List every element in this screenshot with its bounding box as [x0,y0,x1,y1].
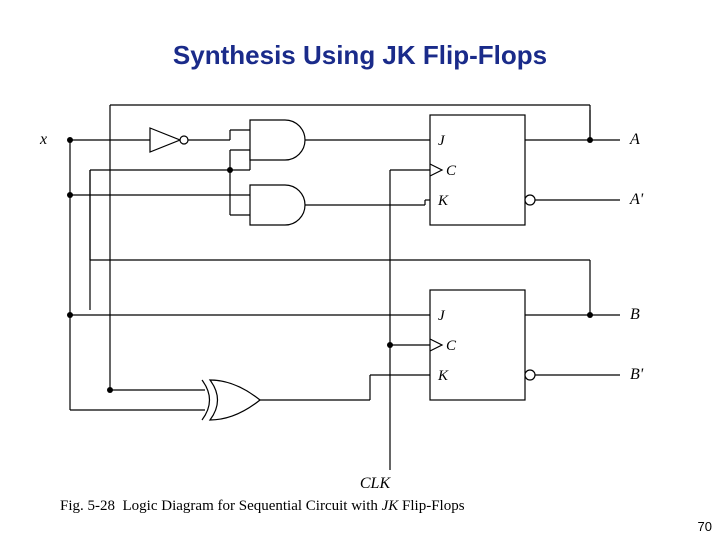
not-gate-icon [150,128,180,152]
pin-k: K [437,193,449,209]
page-title: Synthesis Using JK Flip-Flops [0,40,720,71]
label-clk: CLK [360,475,392,492]
junction-dot [67,192,73,198]
pin-k: K [437,368,449,384]
inverter-bubble-icon [180,136,188,144]
pin-c: C [446,163,457,179]
junction-dot [67,312,73,318]
figure-caption: Fig. 5-28 Logic Diagram for Sequential C… [60,498,465,515]
qbar-bubble-icon [525,370,535,380]
label-bprime: B' [630,366,644,383]
label-x: x [39,131,47,148]
and-gate-icon [250,185,305,225]
pin-c: C [446,338,457,354]
junction-dot [67,137,73,143]
page-number: 70 [698,519,712,534]
label-b: B [630,306,640,323]
and-gate-icon [250,120,305,160]
xor-gate-icon [210,380,260,420]
label-a: A [629,131,640,148]
circuit-diagram: x J C K A A' CLK J [30,100,690,500]
qbar-bubble-icon [525,195,535,205]
junction-dot [107,387,113,393]
label-aprime: A' [629,191,644,208]
